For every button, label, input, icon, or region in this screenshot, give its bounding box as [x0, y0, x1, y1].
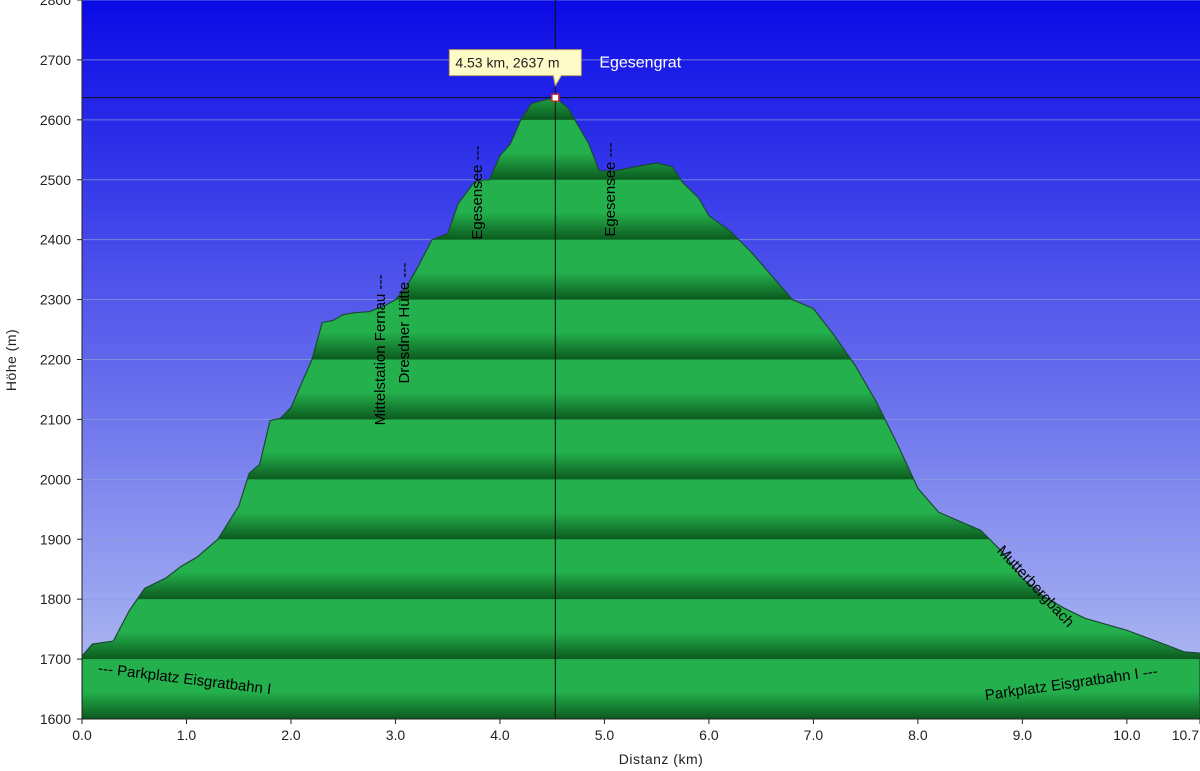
y-tick-label: 1900	[40, 531, 71, 547]
cursor-marker	[551, 93, 560, 102]
y-tick-label: 2500	[40, 172, 71, 188]
poi-label: Dresdner Hütte ---	[396, 263, 413, 384]
x-tick-label: 1.0	[177, 727, 197, 743]
cursor: 4.53 km, 2637 m Egesengrat	[82, 0, 1200, 719]
y-tick-label: 2800	[40, 0, 71, 8]
y-tick-label: 2100	[40, 411, 71, 427]
x-tick-label: 3.0	[386, 727, 406, 743]
x-tick-label: 2.0	[281, 727, 301, 743]
cursor-tooltip-text: 4.53 km, 2637 m	[455, 55, 559, 71]
poi-label: Mittelstation Fernau ---	[372, 275, 389, 426]
y-axis-title: Höhe (m)	[3, 329, 19, 391]
y-tick-label: 1700	[40, 651, 71, 667]
x-tick-label: 4.0	[490, 727, 510, 743]
y-tick-label: 2400	[40, 232, 71, 248]
y-tick-label: 1600	[40, 711, 71, 727]
y-tick-label: 2000	[40, 471, 71, 487]
y-tick-label: 2700	[40, 52, 71, 68]
peak-label: Egesengrat	[599, 55, 681, 72]
x-tick-label: 5.0	[595, 727, 615, 743]
y-tick-label: 2600	[40, 112, 71, 128]
x-tick-label: 6.0	[699, 727, 719, 743]
poi-label: Egesensee ---	[602, 142, 619, 236]
x-axis-title: Distanz (km)	[619, 751, 704, 767]
elevation-area	[82, 97, 1200, 719]
y-tick-label: 2300	[40, 292, 71, 308]
x-tick-label: 8.0	[908, 727, 928, 743]
y-tick-label: 2200	[40, 352, 71, 368]
y-tick-label: 1800	[40, 591, 71, 607]
x-tick-label: 0.0	[72, 727, 92, 743]
poi-label: Egesensee ---	[469, 145, 486, 239]
x-tick-label: 10.7	[1172, 727, 1199, 743]
x-tick-label: 7.0	[804, 727, 824, 743]
axes: 1600 1700 1800 1900 2000 2100 2200 2300 2400 2500…	[3, 0, 1200, 767]
x-tick-label: 9.0	[1013, 727, 1033, 743]
cursor-tooltip-box	[448, 49, 582, 88]
x-tick-label: 10.0	[1113, 727, 1140, 743]
